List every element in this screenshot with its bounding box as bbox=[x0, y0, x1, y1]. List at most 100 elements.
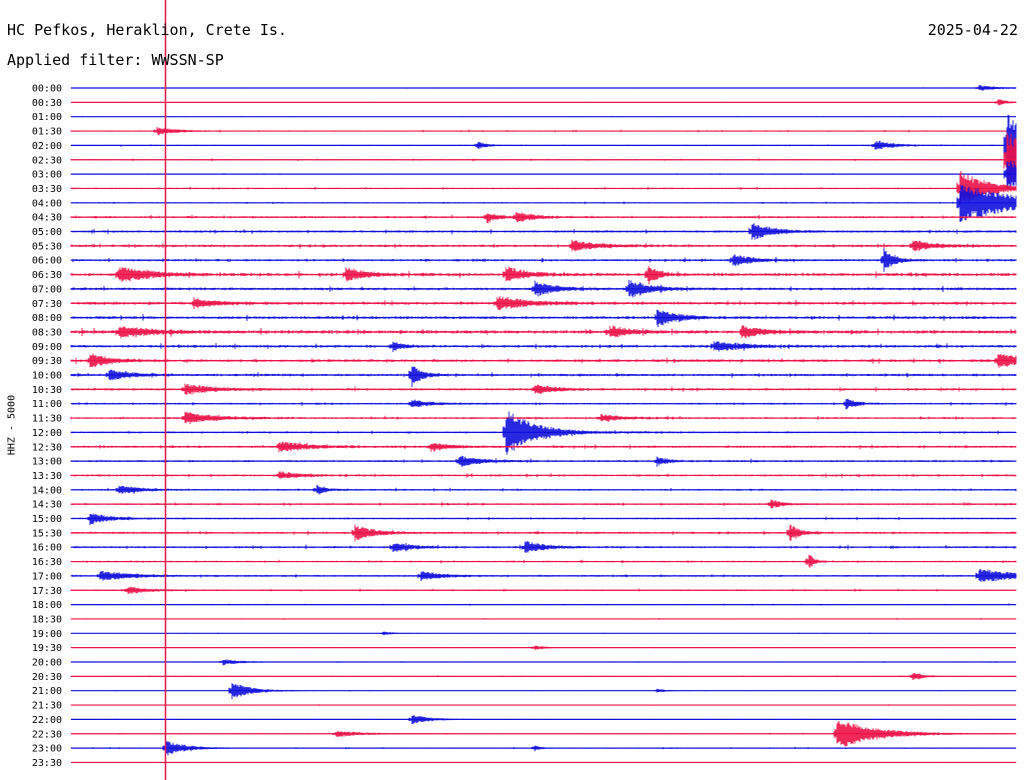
station-title: HC Pefkos, Heraklion, Crete Is. bbox=[7, 21, 287, 39]
seismic-trace bbox=[70, 99, 1017, 106]
time-label: 23:00 bbox=[32, 744, 62, 755]
seismic-trace bbox=[70, 325, 1017, 339]
time-label: 01:30 bbox=[32, 127, 62, 138]
time-label: 23:30 bbox=[32, 758, 62, 769]
time-label: 05:30 bbox=[32, 241, 62, 252]
filter-label: Applied filter: WWSSN-SP bbox=[7, 51, 224, 69]
time-label: 03:30 bbox=[32, 184, 62, 195]
seismic-trace bbox=[70, 541, 1017, 553]
seismic-trace bbox=[70, 721, 1017, 747]
seismic-trace bbox=[70, 513, 1017, 525]
seismic-trace bbox=[70, 618, 1017, 620]
time-label: 04:30 bbox=[32, 213, 62, 224]
time-label: 00:30 bbox=[32, 98, 62, 109]
time-label: 19:30 bbox=[32, 643, 62, 654]
time-label: 06:30 bbox=[32, 270, 62, 281]
time-label: 14:30 bbox=[32, 500, 62, 511]
time-label: 22:00 bbox=[32, 715, 62, 726]
seismic-trace bbox=[70, 171, 1017, 205]
seismic-trace bbox=[70, 114, 1017, 178]
seismic-trace bbox=[70, 715, 1017, 725]
seismic-trace bbox=[70, 383, 1017, 395]
seismic-trace bbox=[70, 296, 1017, 311]
time-label: 03:00 bbox=[32, 170, 62, 181]
seismic-trace bbox=[70, 341, 1017, 352]
time-label: 17:00 bbox=[32, 571, 62, 582]
seismic-trace bbox=[70, 569, 1017, 582]
seismic-trace bbox=[70, 455, 1017, 468]
time-label: 18:30 bbox=[32, 614, 62, 625]
time-label: 07:30 bbox=[32, 299, 62, 310]
seismic-trace bbox=[70, 248, 1017, 272]
seismic-trace bbox=[70, 160, 1017, 189]
seismic-trace bbox=[70, 127, 1017, 136]
seismic-trace bbox=[70, 441, 1017, 453]
time-label: 04:00 bbox=[32, 198, 62, 209]
time-label: 20:00 bbox=[32, 658, 62, 669]
date-label: 2025-04-22 bbox=[927, 21, 1018, 39]
seismic-trace bbox=[70, 586, 1017, 594]
y-axis-label: HHZ - 5000 bbox=[6, 394, 18, 456]
seismic-trace bbox=[70, 398, 1017, 410]
seismic-trace bbox=[70, 353, 1017, 368]
time-label: 19:00 bbox=[32, 629, 62, 640]
time-label: 07:00 bbox=[32, 284, 62, 295]
time-label: 13:30 bbox=[32, 471, 62, 482]
seismic-trace bbox=[70, 645, 1017, 650]
time-label: 09:00 bbox=[32, 342, 62, 353]
time-label: 21:30 bbox=[32, 701, 62, 712]
seismic-trace bbox=[70, 603, 1017, 606]
time-label: 16:00 bbox=[32, 543, 62, 554]
time-label: 11:00 bbox=[32, 399, 62, 410]
time-label: 08:30 bbox=[32, 327, 62, 338]
seismic-trace bbox=[70, 659, 1017, 666]
time-label: 17:30 bbox=[32, 586, 62, 597]
time-label: 02:30 bbox=[32, 155, 62, 166]
time-label: 20:30 bbox=[32, 672, 62, 683]
time-label: 10:30 bbox=[32, 385, 62, 396]
time-label: 09:30 bbox=[32, 356, 62, 367]
seismic-trace bbox=[70, 212, 1017, 224]
seismic-trace bbox=[70, 740, 1017, 756]
seismic-trace bbox=[70, 279, 1017, 298]
seismic-trace bbox=[70, 411, 1017, 424]
time-label: 12:00 bbox=[32, 428, 62, 439]
seismic-trace bbox=[70, 683, 1017, 700]
seismic-trace bbox=[70, 761, 1017, 763]
seismic-trace bbox=[70, 411, 1017, 455]
time-label: 08:00 bbox=[32, 313, 62, 324]
seismic-trace bbox=[70, 239, 1017, 252]
time-label: 00:00 bbox=[32, 84, 62, 95]
seismic-trace bbox=[70, 673, 1017, 680]
seismic-trace bbox=[70, 265, 1017, 285]
seismic-trace bbox=[70, 554, 1017, 568]
time-label: 21:00 bbox=[32, 686, 62, 697]
time-label: 16:30 bbox=[32, 557, 62, 568]
time-label: 14:00 bbox=[32, 485, 62, 496]
time-label: 13:00 bbox=[32, 457, 62, 468]
seismic-trace bbox=[70, 115, 1017, 118]
time-label: 11:30 bbox=[32, 414, 62, 425]
seismic-trace bbox=[70, 499, 1017, 509]
time-label: 10:00 bbox=[32, 371, 62, 382]
seismic-trace bbox=[70, 132, 1017, 185]
seismic-trace bbox=[70, 366, 1017, 388]
seismic-trace bbox=[70, 704, 1017, 706]
seismic-trace bbox=[70, 184, 1017, 222]
time-label: 02:00 bbox=[32, 141, 62, 152]
seismic-trace bbox=[70, 484, 1017, 495]
time-label: 22:30 bbox=[32, 729, 62, 740]
time-label: 05:00 bbox=[32, 227, 62, 238]
seismic-trace bbox=[70, 524, 1017, 542]
time-label: 06:00 bbox=[32, 256, 62, 267]
time-label: 15:00 bbox=[32, 514, 62, 525]
seismic-trace bbox=[70, 85, 1017, 91]
seismic-trace bbox=[70, 223, 1017, 240]
seismic-trace bbox=[70, 631, 1017, 636]
time-label: 15:30 bbox=[32, 528, 62, 539]
time-label: 18:00 bbox=[32, 600, 62, 611]
seismic-trace bbox=[70, 471, 1017, 479]
time-label: 12:30 bbox=[32, 442, 62, 453]
time-label: 01:00 bbox=[32, 112, 62, 123]
